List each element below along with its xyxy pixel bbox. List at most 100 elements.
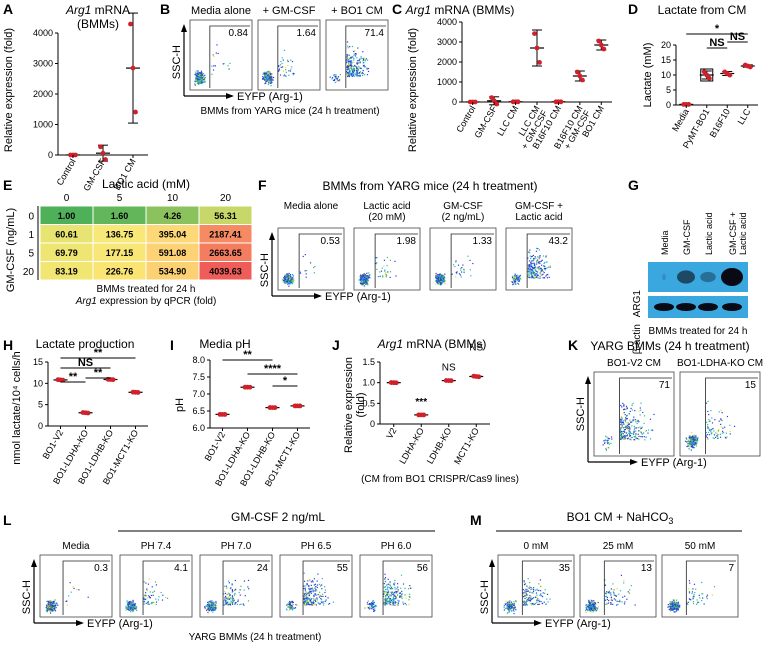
y-tick-label: 0.5 xyxy=(362,398,375,408)
flow-event xyxy=(350,60,352,62)
y-tick-label: 0 xyxy=(666,100,671,110)
data-point xyxy=(272,405,278,411)
flow-event xyxy=(303,602,305,604)
flow-event xyxy=(288,276,290,278)
flow-event xyxy=(625,418,627,420)
flow-event xyxy=(670,603,672,605)
flow-event xyxy=(524,603,526,605)
y-tick-label: 0 xyxy=(38,421,43,431)
flow-event xyxy=(527,599,529,602)
flow-event xyxy=(593,606,595,608)
flow-event xyxy=(285,280,288,282)
flow-title: + GM-CSF xyxy=(263,5,316,17)
flow-event xyxy=(223,593,225,595)
flow-event xyxy=(508,603,510,606)
flow-event xyxy=(237,600,239,603)
band-label: ARG1 xyxy=(632,290,643,318)
x-axis-label: EYFP (Arg-1) xyxy=(325,291,391,303)
flow-event xyxy=(148,603,151,605)
flow-event xyxy=(526,600,528,602)
flow-event xyxy=(439,282,441,284)
panel-title: Lactate production xyxy=(36,337,135,351)
flow-event xyxy=(695,444,697,446)
flow-event xyxy=(587,604,589,606)
flow-event xyxy=(312,601,314,603)
flow-event xyxy=(226,594,228,596)
gate xyxy=(277,25,318,88)
flow-event xyxy=(198,74,200,77)
flow-event xyxy=(523,604,525,606)
flow-event xyxy=(291,606,293,608)
flow-event xyxy=(612,603,614,605)
flow-event xyxy=(690,445,692,447)
flow-event xyxy=(635,434,637,436)
flow-event xyxy=(288,280,290,282)
flow-event xyxy=(196,77,198,79)
flow-event xyxy=(310,581,312,583)
flow-event xyxy=(194,83,196,85)
flow-event xyxy=(267,71,269,73)
flow-event xyxy=(385,598,387,600)
flow-event xyxy=(194,84,196,86)
flow-event xyxy=(610,602,612,604)
flow-event xyxy=(536,594,538,596)
flow-event xyxy=(197,82,199,85)
flow-frame xyxy=(679,371,761,457)
flow-event xyxy=(286,608,288,610)
flow-event xyxy=(317,601,319,604)
flow-event xyxy=(134,608,136,611)
flow-event xyxy=(271,81,273,83)
flow-event xyxy=(585,611,587,613)
data-point xyxy=(103,157,108,162)
flow-event xyxy=(143,581,145,583)
flow-event xyxy=(204,74,206,77)
flow-event xyxy=(229,597,232,599)
flow-event xyxy=(348,64,350,67)
data-point xyxy=(577,73,583,79)
flow-event xyxy=(362,280,364,282)
flow-event xyxy=(371,605,373,608)
flow-event xyxy=(455,261,457,263)
flow-event xyxy=(626,598,628,600)
flow-event xyxy=(619,438,622,440)
flow-event xyxy=(606,436,608,438)
flow-event xyxy=(613,594,615,596)
flow-event xyxy=(597,606,599,608)
data-point xyxy=(686,102,692,107)
flow-event xyxy=(620,420,622,422)
flow-event xyxy=(215,52,217,54)
flow-event xyxy=(689,441,691,444)
flow-event xyxy=(591,608,593,610)
flow-event xyxy=(690,431,693,434)
flow-event xyxy=(436,274,438,276)
flow-event xyxy=(384,270,386,272)
flow-event xyxy=(443,278,445,280)
flow-event xyxy=(286,275,288,278)
flow-event xyxy=(393,599,395,601)
flow-event xyxy=(632,433,634,435)
flow-event xyxy=(691,436,693,438)
flow-event xyxy=(636,422,638,425)
flow-event xyxy=(592,607,594,609)
flow-event xyxy=(288,285,290,287)
flow-event xyxy=(530,588,532,591)
flow-event xyxy=(609,592,611,594)
flow-event xyxy=(710,429,712,431)
gate xyxy=(450,233,494,288)
flow-event xyxy=(235,601,237,604)
flow-event xyxy=(709,420,711,422)
flow-event xyxy=(526,604,528,606)
panel-label: K xyxy=(568,337,578,353)
flow-event xyxy=(394,604,396,606)
flow-event xyxy=(387,591,389,593)
flow-event xyxy=(362,70,364,72)
flow-event xyxy=(390,601,392,603)
flow-event xyxy=(366,278,368,280)
flow-event xyxy=(671,601,674,603)
flow-event xyxy=(401,597,403,599)
flow-event xyxy=(390,595,392,597)
flow-title: BO1-LDHA-KO CM xyxy=(677,358,763,369)
flow-event xyxy=(694,591,696,594)
flow-event xyxy=(440,283,443,285)
flow-event xyxy=(622,422,625,424)
